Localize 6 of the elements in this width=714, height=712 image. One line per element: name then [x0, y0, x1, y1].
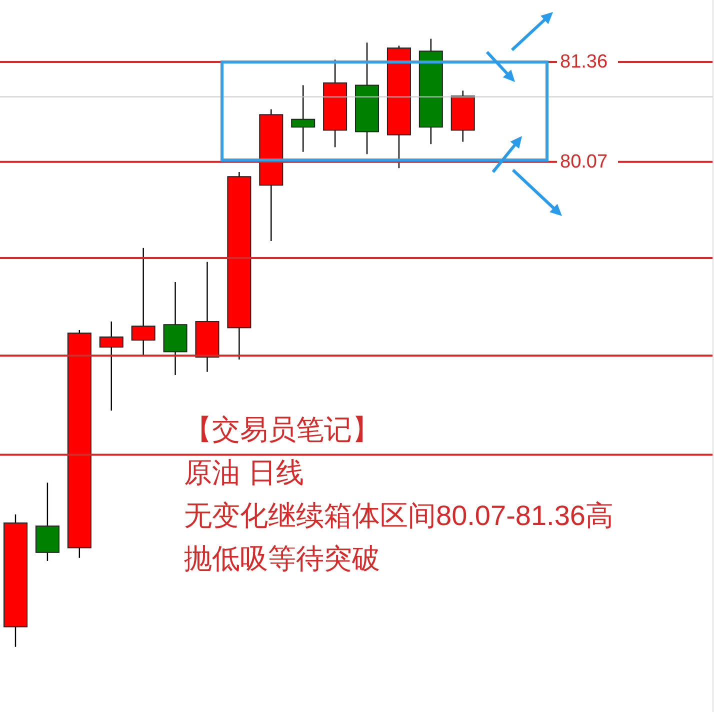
annotation: 【交易员笔记】 — [184, 413, 381, 447]
y-tick-label: 81.36 — [560, 51, 608, 72]
annotation: 无变化继续箱体区间80.07-81.36高 — [184, 499, 614, 533]
annotation: 抛低吸等待突破 — [184, 542, 381, 576]
y-tick-label: 80.07 — [560, 151, 608, 172]
annotation: 原油 日线 — [184, 456, 305, 490]
